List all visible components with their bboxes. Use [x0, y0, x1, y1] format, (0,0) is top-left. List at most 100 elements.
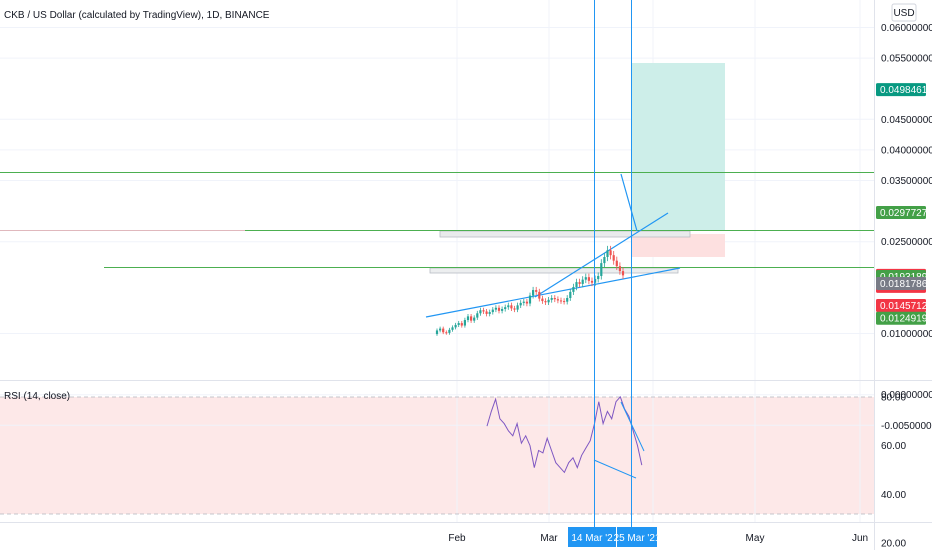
candle-body — [476, 313, 479, 318]
candle-body — [435, 330, 439, 335]
candle-body — [587, 277, 590, 281]
price-tick-label: 0.04500000 — [881, 115, 932, 126]
candle-body — [525, 301, 528, 304]
candle-body — [470, 316, 473, 321]
time-tick-label: Feb — [448, 533, 466, 544]
candle-body — [482, 310, 485, 312]
candle-body — [544, 301, 547, 303]
candle-body — [522, 301, 525, 303]
price-badge-label: 0.02977277 — [880, 208, 932, 219]
price-badge — [876, 299, 926, 313]
candle-body — [473, 317, 476, 321]
date-marker-badge[interactable] — [617, 527, 657, 547]
price-badge — [876, 83, 926, 97]
rsi-axis[interactable]: 80.00 60.00 40.00 20.00 — [881, 392, 906, 549]
price-badges: 0.049846190.029772770.0194937307:35:280.… — [876, 83, 932, 325]
candle-body — [485, 311, 488, 314]
candle-body — [547, 299, 550, 303]
trendline-lower[interactable] — [425, 267, 681, 318]
candle-body — [457, 323, 460, 325]
candle-body — [609, 250, 612, 256]
candle-body — [532, 290, 535, 296]
trendline-wedge-top[interactable] — [620, 173, 638, 232]
chart-title: CKB / US Dollar (calculated by TradingVi… — [4, 10, 270, 21]
rsi-trendline-down[interactable] — [620, 401, 645, 452]
candle-body — [618, 266, 621, 272]
candle-body — [504, 307, 507, 310]
candle-body — [497, 307, 501, 311]
candle-body — [538, 291, 541, 299]
candle-body — [466, 316, 470, 321]
candle-body — [541, 298, 544, 302]
candle-body — [559, 300, 563, 302]
candle-body — [600, 263, 603, 276]
time-axis[interactable]: FebMarprMayJun14 Mar '225 Mar '21 — [448, 527, 868, 547]
candle-body — [445, 332, 448, 334]
candle-body — [597, 275, 600, 280]
profit-zone[interactable] — [631, 63, 725, 231]
price-tick-label: 0.03500000 — [881, 176, 932, 187]
candle-body — [451, 327, 454, 330]
candle-body — [491, 309, 494, 313]
price-badge-label: 0.01457126 — [880, 301, 932, 312]
rsi-tick-label: 40.00 — [881, 490, 906, 501]
candle-body — [590, 280, 594, 283]
candle-body — [494, 307, 497, 310]
candle-body — [439, 328, 442, 331]
candle-body — [516, 305, 519, 310]
rsi-tick-label: 60.00 — [881, 441, 906, 452]
candle-body — [553, 298, 556, 300]
time-tick-label: May — [746, 533, 765, 544]
candle-body — [578, 282, 581, 284]
rsi-tick-label: 80.00 — [881, 392, 906, 403]
time-tick-label: Mar — [540, 533, 558, 544]
candle-body — [448, 329, 451, 333]
horizontal-gridlines — [0, 27, 874, 426]
candle-body — [460, 323, 463, 326]
candle-body — [442, 328, 445, 333]
candle-body — [507, 305, 510, 308]
date-marker-badge[interactable] — [568, 527, 616, 547]
candle-body — [575, 282, 578, 287]
resistance-box-lower[interactable] — [429, 267, 679, 274]
resistance-box-upper[interactable] — [439, 230, 691, 238]
price-tick-label: 0.01000000 — [881, 329, 932, 340]
candle-body — [501, 309, 504, 311]
candle-body — [479, 310, 482, 314]
candle-body — [569, 291, 572, 299]
candle-body — [528, 295, 532, 304]
candle-body — [463, 320, 466, 326]
candle-body — [510, 305, 513, 309]
candle-body — [556, 299, 559, 301]
price-tick-label: 0.05500000 — [881, 54, 932, 65]
price-tick-label: -0.00500000 — [881, 421, 932, 432]
price-tick-label: 0.02500000 — [881, 237, 932, 248]
candle-body — [584, 277, 587, 280]
price-tick-label: 0.06000000 — [881, 23, 932, 34]
trendline-middle[interactable] — [534, 212, 669, 298]
candle-body — [535, 290, 538, 292]
loss-zone[interactable] — [631, 234, 725, 257]
rsi-tick-label: 20.00 — [881, 539, 906, 550]
price-tick-label: 0.00000000 — [881, 390, 932, 401]
candle-body — [563, 301, 566, 303]
price-badge-label: 0.01817863 — [880, 279, 932, 290]
rsi-line — [486, 395, 643, 474]
candle-body — [594, 279, 597, 283]
main-pane-background — [0, 0, 874, 380]
currency-button-label: USD — [893, 8, 914, 19]
price-axis[interactable]: 0.06000000 0.05500000 0.04500000 0.04000000… — [881, 23, 932, 432]
candle-body — [566, 298, 569, 302]
price-badge — [876, 205, 926, 219]
candle-body — [612, 255, 615, 261]
currency-button[interactable]: USD — [891, 3, 917, 22]
price-tick-label: 0.04000000 — [881, 145, 932, 156]
candle-body — [581, 279, 584, 284]
candle-body — [488, 312, 491, 314]
rsi-trendline-support[interactable] — [593, 459, 637, 479]
candle-body — [454, 324, 457, 328]
price-badge — [876, 311, 926, 325]
candle-body — [603, 257, 606, 264]
candle-body — [513, 308, 516, 310]
